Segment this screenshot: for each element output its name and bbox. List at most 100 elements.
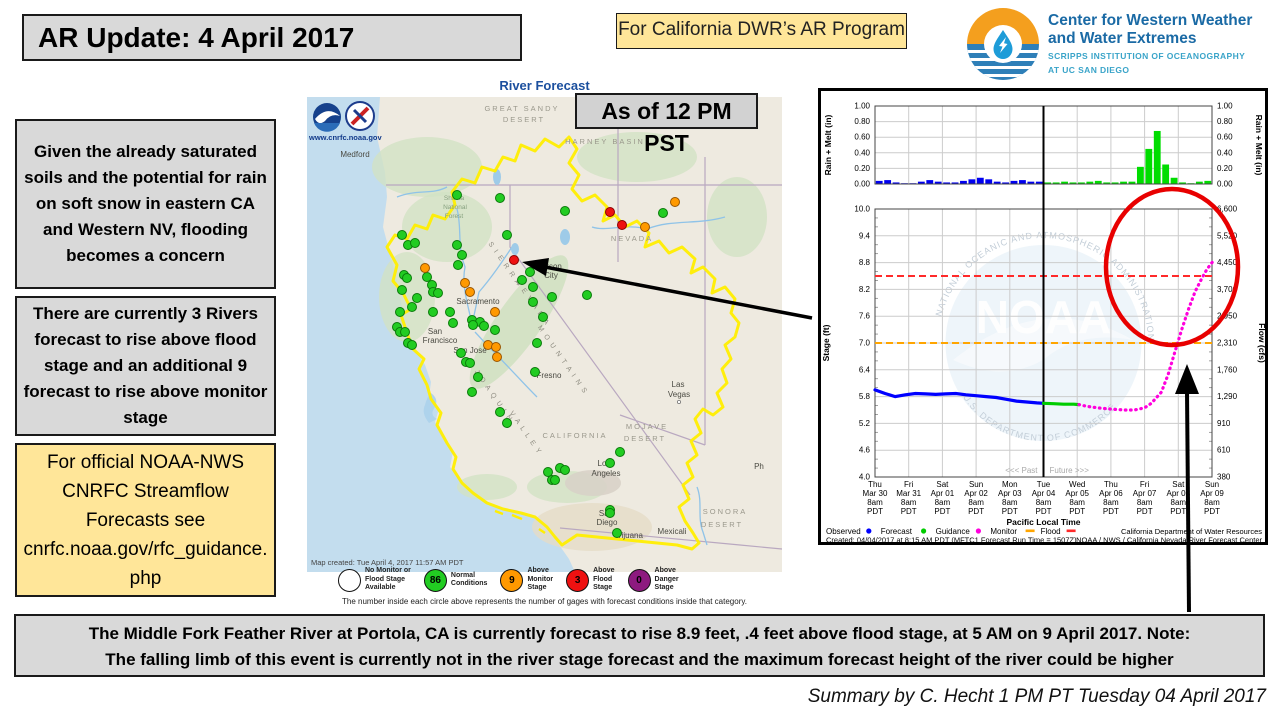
svg-text:10.0: 10.0 bbox=[854, 205, 870, 214]
map-label: National bbox=[443, 204, 467, 211]
map-legend-label: Normal Conditions bbox=[450, 571, 488, 588]
gauge-dot-normal bbox=[468, 320, 478, 330]
svg-text:PDT: PDT bbox=[901, 507, 917, 516]
svg-text:0.80: 0.80 bbox=[1217, 117, 1233, 126]
svg-text:2,950: 2,950 bbox=[1217, 312, 1238, 321]
svg-text:8am: 8am bbox=[1204, 498, 1220, 507]
svg-text:Apr 07: Apr 07 bbox=[1133, 489, 1157, 498]
map-label: Sacramento bbox=[456, 297, 500, 306]
svg-text:9.4: 9.4 bbox=[859, 231, 871, 240]
svg-text:PDT: PDT bbox=[1204, 507, 1220, 516]
gauge-dot-normal bbox=[407, 302, 417, 312]
logo-org-line2: and Water Extremes bbox=[1048, 30, 1197, 47]
svg-text:PDT: PDT bbox=[1103, 507, 1119, 516]
map-label: HARNEY BASIN bbox=[565, 137, 645, 146]
map-label: Tijuana bbox=[617, 531, 643, 540]
svg-text:PDT: PDT bbox=[1170, 507, 1186, 516]
svg-text:Rain + Melt (in): Rain + Melt (in) bbox=[1254, 115, 1264, 176]
logo-sub-line1: SCRIPPS INSTITUTION OF OCEANOGRAPHY bbox=[1048, 51, 1246, 61]
gauge-dot-normal bbox=[495, 407, 505, 417]
svg-text:4.0: 4.0 bbox=[859, 473, 871, 482]
svg-text:PDT: PDT bbox=[934, 507, 950, 516]
cw3e-logo-icon bbox=[967, 8, 1039, 80]
gauge-dot-normal bbox=[547, 292, 557, 302]
svg-text:8.8: 8.8 bbox=[859, 258, 871, 267]
svg-text:Fri: Fri bbox=[1140, 480, 1150, 489]
gauge-dot-normal bbox=[605, 458, 615, 468]
logo-sub-line2: AT UC SAN DIEGO bbox=[1048, 65, 1130, 75]
gauge-dot-normal bbox=[605, 508, 615, 518]
svg-text:<<< Past: <<< Past bbox=[1005, 466, 1038, 475]
gauge-dot-monitor bbox=[491, 342, 501, 352]
svg-text:5,520: 5,520 bbox=[1217, 231, 1238, 240]
note-saturated-soils: Given the already saturated soils and th… bbox=[15, 119, 276, 289]
map-legend-circle: 0 bbox=[627, 568, 651, 592]
svg-text:Apr 04: Apr 04 bbox=[1032, 489, 1056, 498]
gauge-dot-monitor bbox=[465, 287, 475, 297]
gauge-dot-flood bbox=[617, 220, 627, 230]
svg-text:PDT: PDT bbox=[1002, 507, 1018, 516]
gauge-dot-monitor bbox=[492, 352, 502, 362]
note-cnrfc-link: For official NOAA-NWS CNRFC Streamflow F… bbox=[15, 443, 276, 597]
map-label: SONORA bbox=[703, 507, 748, 516]
map-label: Diego bbox=[597, 518, 618, 527]
svg-text:Apr 09: Apr 09 bbox=[1200, 489, 1224, 498]
svg-text:PDT: PDT bbox=[1137, 507, 1153, 516]
gauge-dot-normal bbox=[502, 418, 512, 428]
svg-text:1,760: 1,760 bbox=[1217, 365, 1238, 374]
map-label: MOJAVE bbox=[626, 422, 668, 431]
svg-text:0.60: 0.60 bbox=[1217, 133, 1233, 142]
map-label: Francisco bbox=[423, 336, 458, 345]
summary-credit: Summary by C. Hecht 1 PM PT Tuesday 04 A… bbox=[807, 686, 1266, 707]
gauge-dot-normal bbox=[400, 327, 410, 337]
svg-text:7.6: 7.6 bbox=[859, 312, 871, 321]
bottom-note-line2: The falling limb of this event is curren… bbox=[105, 650, 1174, 669]
svg-text:Mar 31: Mar 31 bbox=[896, 489, 921, 498]
svg-text:1.00: 1.00 bbox=[1217, 102, 1233, 111]
logo-org-line1: Center for Western Weather bbox=[1048, 12, 1253, 29]
gauge-dot-normal bbox=[538, 312, 548, 322]
note-rivers-forecast: There are currently 3 Rivers forecast to… bbox=[15, 296, 276, 436]
svg-text:8am: 8am bbox=[1137, 498, 1153, 507]
gauge-dot-normal bbox=[658, 208, 668, 218]
map-legend-item: 86 Normal Conditions bbox=[423, 562, 488, 598]
svg-text:Forecast: Forecast bbox=[881, 527, 913, 536]
map-label: Angeles bbox=[592, 469, 621, 478]
map-legend-item: 3 Above Flood Stage bbox=[566, 562, 615, 598]
cw3e-logo: Center for Western Weather and Water Ext… bbox=[966, 4, 1272, 84]
map-source-url: www.cnrfc.noaa.gov bbox=[308, 133, 382, 142]
map-legend: No Monitor or Flood Stage Available 86 Norma… bbox=[338, 562, 798, 598]
svg-text:610: 610 bbox=[1217, 446, 1231, 455]
svg-text:1,290: 1,290 bbox=[1217, 392, 1238, 401]
gauge-dot-normal bbox=[422, 272, 432, 282]
svg-text:5.2: 5.2 bbox=[859, 419, 871, 428]
map-label: DESERT bbox=[624, 434, 666, 443]
svg-text:8am: 8am bbox=[1002, 498, 1018, 507]
svg-text:Tue: Tue bbox=[1037, 480, 1051, 489]
program-tag: For California DWR’s AR Program bbox=[616, 13, 907, 49]
gauge-dot-normal bbox=[445, 307, 455, 317]
gauge-dot-monitor bbox=[460, 278, 470, 288]
gauge-dot-monitor bbox=[490, 307, 500, 317]
gauge-dot-normal bbox=[410, 238, 420, 248]
svg-text:8am: 8am bbox=[968, 498, 984, 507]
gauge-dot-normal bbox=[532, 338, 542, 348]
svg-text:Fri: Fri bbox=[904, 480, 914, 489]
svg-text:Observed: Observed bbox=[826, 527, 861, 536]
bottom-note-line1: The Middle Fork Feather River at Portola… bbox=[88, 624, 1191, 643]
svg-text:Stage (ft): Stage (ft) bbox=[821, 324, 831, 361]
svg-text:0.40: 0.40 bbox=[1217, 148, 1233, 157]
map-created-text: Map created: Tue April 4, 2017 11:57 AM … bbox=[311, 558, 464, 567]
gauge-dot-normal bbox=[407, 340, 417, 350]
gauge-dot-normal bbox=[467, 387, 477, 397]
svg-text:0.80: 0.80 bbox=[854, 117, 870, 126]
map-label: San Jose bbox=[453, 346, 487, 355]
svg-text:4.6: 4.6 bbox=[859, 446, 871, 455]
gauge-dot-normal bbox=[615, 447, 625, 457]
map-legend-circle bbox=[338, 568, 361, 592]
gauge-dot-normal bbox=[397, 230, 407, 240]
svg-text:0.00: 0.00 bbox=[1217, 180, 1233, 189]
map-label: CALIFORNIA bbox=[542, 431, 607, 440]
map-footnote: The number inside each circle above repr… bbox=[342, 597, 747, 606]
